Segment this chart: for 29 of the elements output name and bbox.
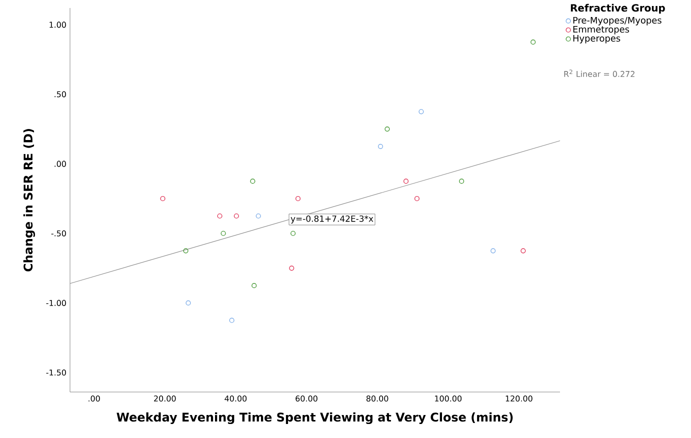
legend-label: Hyperopes (573, 34, 620, 44)
point (384, 126, 390, 132)
point (186, 300, 191, 306)
point (403, 178, 409, 184)
point (160, 196, 166, 202)
point (220, 230, 226, 236)
point (289, 266, 294, 271)
legend-label: Emmetropes (573, 26, 630, 34)
point (418, 109, 424, 114)
annotation: y=-0.81+7.42E-3*x (290, 215, 374, 224)
point (530, 40, 536, 45)
point (229, 318, 234, 323)
y-axis-title: Change in SER RE (D) (23, 129, 36, 272)
point (250, 178, 256, 184)
point (378, 144, 384, 149)
point (256, 213, 261, 219)
legend-label: Pre-Myopes/Myopes (573, 16, 662, 26)
point (183, 248, 188, 254)
point (295, 196, 301, 202)
point (252, 283, 257, 288)
legend-title: Refractive Group (570, 4, 665, 14)
x-axis-title: Weekday Evening Time Spent Viewing at Very Close (mins) (116, 412, 513, 424)
point (217, 213, 222, 219)
point (234, 213, 239, 219)
point (520, 248, 526, 254)
point (490, 248, 496, 254)
point (414, 196, 420, 202)
point (290, 230, 296, 236)
point (459, 178, 464, 184)
